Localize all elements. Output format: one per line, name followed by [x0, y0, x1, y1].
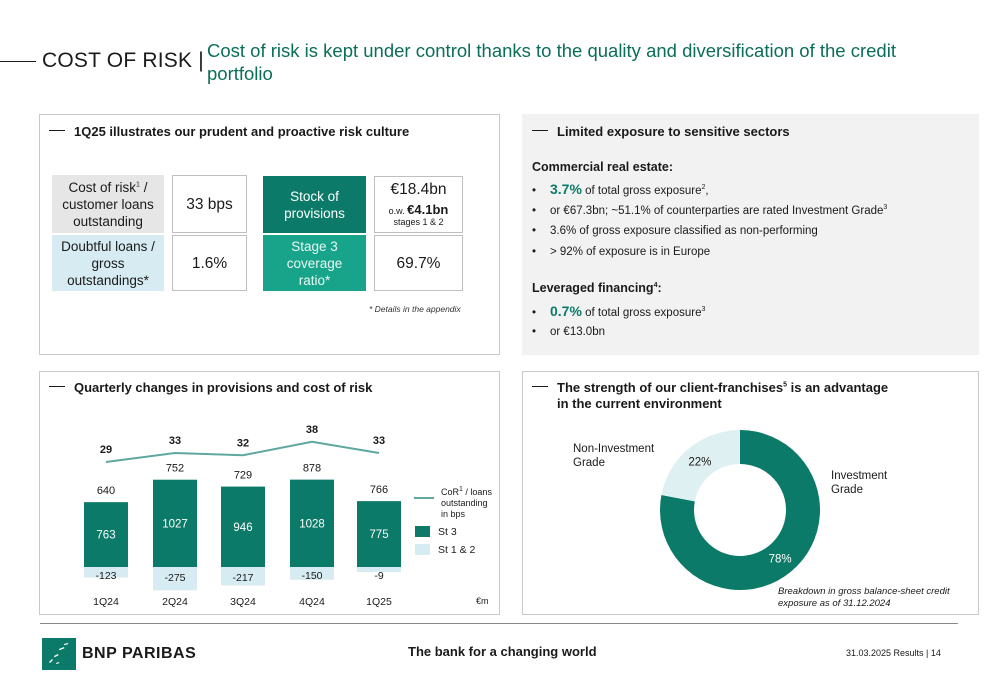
- cor-label: 33: [373, 435, 385, 447]
- bar-st12: [84, 567, 128, 578]
- legend-st3-swatch: [415, 526, 430, 537]
- section-label: COST OF RISK |: [42, 49, 204, 72]
- legend-st12-label: St 1 & 2: [438, 544, 476, 556]
- panel-quarterly: [39, 371, 500, 615]
- cor-label: 32: [237, 437, 249, 449]
- bar-st12: [221, 567, 265, 586]
- label-total: 766: [370, 484, 388, 496]
- cre-bullet-3: • 3.6% of gross exposure classified as no…: [532, 225, 818, 237]
- label-total: 752: [166, 463, 184, 475]
- doubtful-loans-label: Doubtful loans / gross outstandings*: [52, 235, 164, 291]
- label-st12: -123: [95, 570, 116, 582]
- label-st3: 1027: [162, 518, 188, 530]
- label-st12: -9: [374, 570, 383, 582]
- doubtful-loans-value: 1.6%: [172, 235, 247, 291]
- bnp-logo-icon: [42, 638, 76, 670]
- bar-st3: [357, 501, 401, 567]
- slogan: The bank for a changing world: [408, 644, 597, 659]
- leveraged-heading: Leveraged financing4:: [532, 281, 662, 295]
- label-total: 640: [97, 485, 115, 497]
- label-st3: 1028: [299, 518, 325, 530]
- stock-ow-value: €4.1bn: [407, 202, 449, 217]
- bar-st3: [84, 502, 128, 567]
- legend-st12-swatch: [415, 544, 430, 555]
- panel-franchise: [522, 371, 979, 615]
- cor-label: 29: [100, 444, 112, 456]
- panel-sensitive-sectors: [522, 114, 979, 355]
- provisions-chart: 763 -123 640 1Q24 1027 -275 752 2Q24 946 -217 729 3…: [84, 424, 401, 608]
- slice-investment-grade: [660, 430, 820, 590]
- cost-of-risk-label: Cost of risk1 / customer loans outstandi…: [52, 175, 164, 233]
- label-non-investment-grade: Non-Investment Grade: [573, 443, 655, 469]
- panel-franchise-title: The strength of our client-franchises5 i…: [532, 380, 888, 412]
- cre-heading: Commercial real estate:: [532, 160, 674, 174]
- label-total: 729: [234, 470, 252, 482]
- tick-label: 1Q24: [93, 596, 119, 608]
- label-investment-grade: Investment Grade: [831, 470, 888, 496]
- donut-note: Breakdown in gross balance-sheet credit e…: [778, 586, 950, 609]
- cre-bullet-1: • 3.7% of total gross exposure2,: [532, 181, 709, 197]
- label-total: 878: [303, 463, 321, 475]
- cor-line: [105, 440, 380, 463]
- bar-st3: [153, 479, 197, 567]
- page-title: Cost of risk is kept under control thank…: [207, 40, 896, 84]
- exposure-donut-chart: 78% 22%: [660, 430, 820, 590]
- brand-logo-text: BNP PARIBAS: [82, 645, 197, 662]
- stock-ow-prefix: o.w.: [388, 206, 405, 216]
- cre-bullet-4: • > 92% of exposure is in Europe: [532, 246, 711, 258]
- stock-ow-note: stages 1 & 2: [393, 217, 444, 227]
- bar-st3: [221, 486, 265, 567]
- legend-st3-label: St 3: [438, 526, 457, 538]
- appendix-footnote: * Details in the appendix: [369, 304, 461, 314]
- unit-label: €m: [476, 596, 489, 606]
- stage3-coverage-value: 69.7%: [374, 235, 463, 291]
- label-st12: -275: [164, 572, 185, 584]
- panel-risk-culture: [39, 114, 500, 355]
- bar-st12: [290, 567, 334, 580]
- bar-st3: [290, 479, 334, 567]
- label-st3: 775: [369, 529, 388, 541]
- stock-of-provisions-value: €18.4bn o.w. €4.1bn stages 1 & 2: [374, 176, 463, 233]
- stage3-coverage-label: Stage 3 coverage ratio*: [263, 235, 366, 291]
- label-st12: -217: [232, 572, 253, 584]
- tick-label: 4Q24: [299, 596, 325, 608]
- leveraged-bullet-1: • 0.7% of total gross exposure3: [532, 303, 706, 319]
- label-st3: 763: [96, 530, 115, 542]
- bar-st12: [153, 567, 197, 591]
- cost-of-risk-value: 33 bps: [172, 175, 247, 233]
- panel-sectors-title: Limited exposure to sensitive sectors: [532, 124, 790, 140]
- slice-non-investment-grade: [661, 430, 740, 502]
- label-st3: 946: [233, 522, 252, 534]
- page-info: 31.03.2025 Results | 14: [846, 648, 941, 658]
- footer-rule: [40, 623, 958, 624]
- panel-risk-culture-title: 1Q25 illustrates our prudent and proacti…: [49, 124, 409, 140]
- cor-label: 33: [169, 435, 181, 447]
- header-rule: [0, 61, 36, 62]
- stock-total: €18.4bn: [390, 181, 447, 198]
- legend-cor-label: CoR1 / loans outstanding in bps: [441, 486, 492, 519]
- panel-quarterly-title: Quarterly changes in provisions and cost…: [49, 380, 372, 396]
- slice-label: 78%: [769, 554, 792, 566]
- bar-st12: [357, 567, 401, 572]
- tick-label: 1Q25: [366, 596, 392, 608]
- cor-label: 38: [306, 424, 318, 436]
- stock-of-provisions-label: Stock of provisions: [263, 176, 366, 233]
- slice-label: 22%: [688, 456, 711, 468]
- label-st12: -150: [301, 570, 322, 582]
- tick-label: 2Q24: [162, 596, 188, 608]
- legend-cor-line: [414, 497, 434, 499]
- cre-bullet-2: • or €67.3bn; ~51.1% of counterparties ar…: [532, 204, 888, 217]
- leveraged-bullet-2: • or €13.0bn: [532, 326, 605, 338]
- tick-label: 3Q24: [230, 596, 256, 608]
